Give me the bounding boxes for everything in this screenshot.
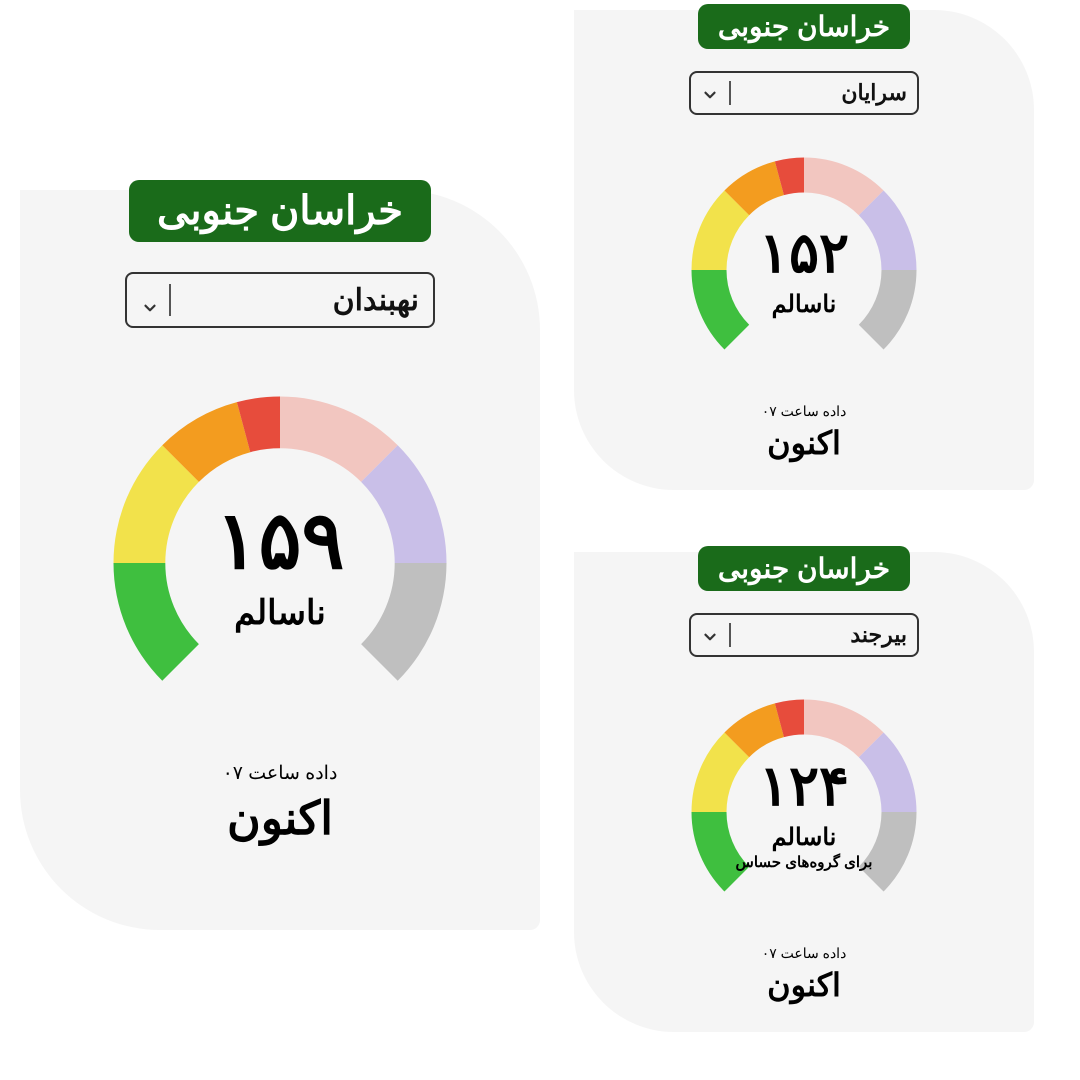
aqi-status: ناسالم	[772, 823, 837, 853]
select-divider	[169, 284, 171, 315]
gauge-center: ۱۵۲ ناسالم	[679, 145, 929, 395]
chevron-down-icon	[141, 291, 159, 309]
now-label: اکنون	[767, 424, 841, 462]
province-badge: خراسان جنوبی	[698, 546, 910, 591]
gauge-center: ۱۵۹ ناسالم	[95, 378, 465, 748]
aqi-value: ۱۵۹	[216, 494, 345, 587]
now-label: اکنون	[227, 791, 333, 845]
aqi-gauge: ۱۵۲ ناسالم	[679, 145, 929, 395]
now-label: اکنون	[767, 966, 841, 1004]
aqi-card-birjand: خراسان جنوبی بیرجند ۱۲۴ ناسالم برای گروه…	[574, 552, 1034, 1032]
select-divider	[729, 623, 731, 647]
city-name: سرایان	[741, 80, 907, 106]
aqi-card-nehbandan: خراسان جنوبی نهبندان ۱۵۹ ناسالم داده ساع…	[20, 190, 540, 930]
province-badge: خراسان جنوبی	[698, 4, 910, 49]
select-divider	[729, 81, 731, 105]
city-name: بیرجند	[741, 622, 907, 648]
gauge-center: ۱۲۴ ناسالم برای گروه‌های حساس	[679, 687, 929, 937]
aqi-gauge: ۱۲۴ ناسالم برای گروه‌های حساس	[679, 687, 929, 937]
aqi-card-sarayan: خراسان جنوبی سرایان ۱۵۲ ناسالم داده ساعت…	[574, 10, 1034, 490]
aqi-sub-status: برای گروه‌های حساس	[736, 853, 873, 871]
timestamp-label: داده ساعت ۰۷	[762, 945, 847, 962]
aqi-value: ۱۲۴	[759, 753, 849, 819]
city-name: نهبندان	[181, 283, 419, 318]
chevron-down-icon	[701, 626, 719, 644]
city-select[interactable]: نهبندان	[125, 272, 435, 328]
chevron-down-icon	[701, 84, 719, 102]
timestamp-label: داده ساعت ۰۷	[762, 403, 847, 420]
aqi-status: ناسالم	[234, 593, 326, 633]
aqi-status: ناسالم	[772, 290, 837, 320]
province-badge: خراسان جنوبی	[129, 180, 431, 242]
city-select[interactable]: بیرجند	[689, 613, 919, 657]
timestamp-label: داده ساعت ۰۷	[223, 762, 338, 785]
aqi-gauge: ۱۵۹ ناسالم	[95, 378, 465, 748]
city-select[interactable]: سرایان	[689, 71, 919, 115]
aqi-value: ۱۵۲	[759, 220, 849, 286]
